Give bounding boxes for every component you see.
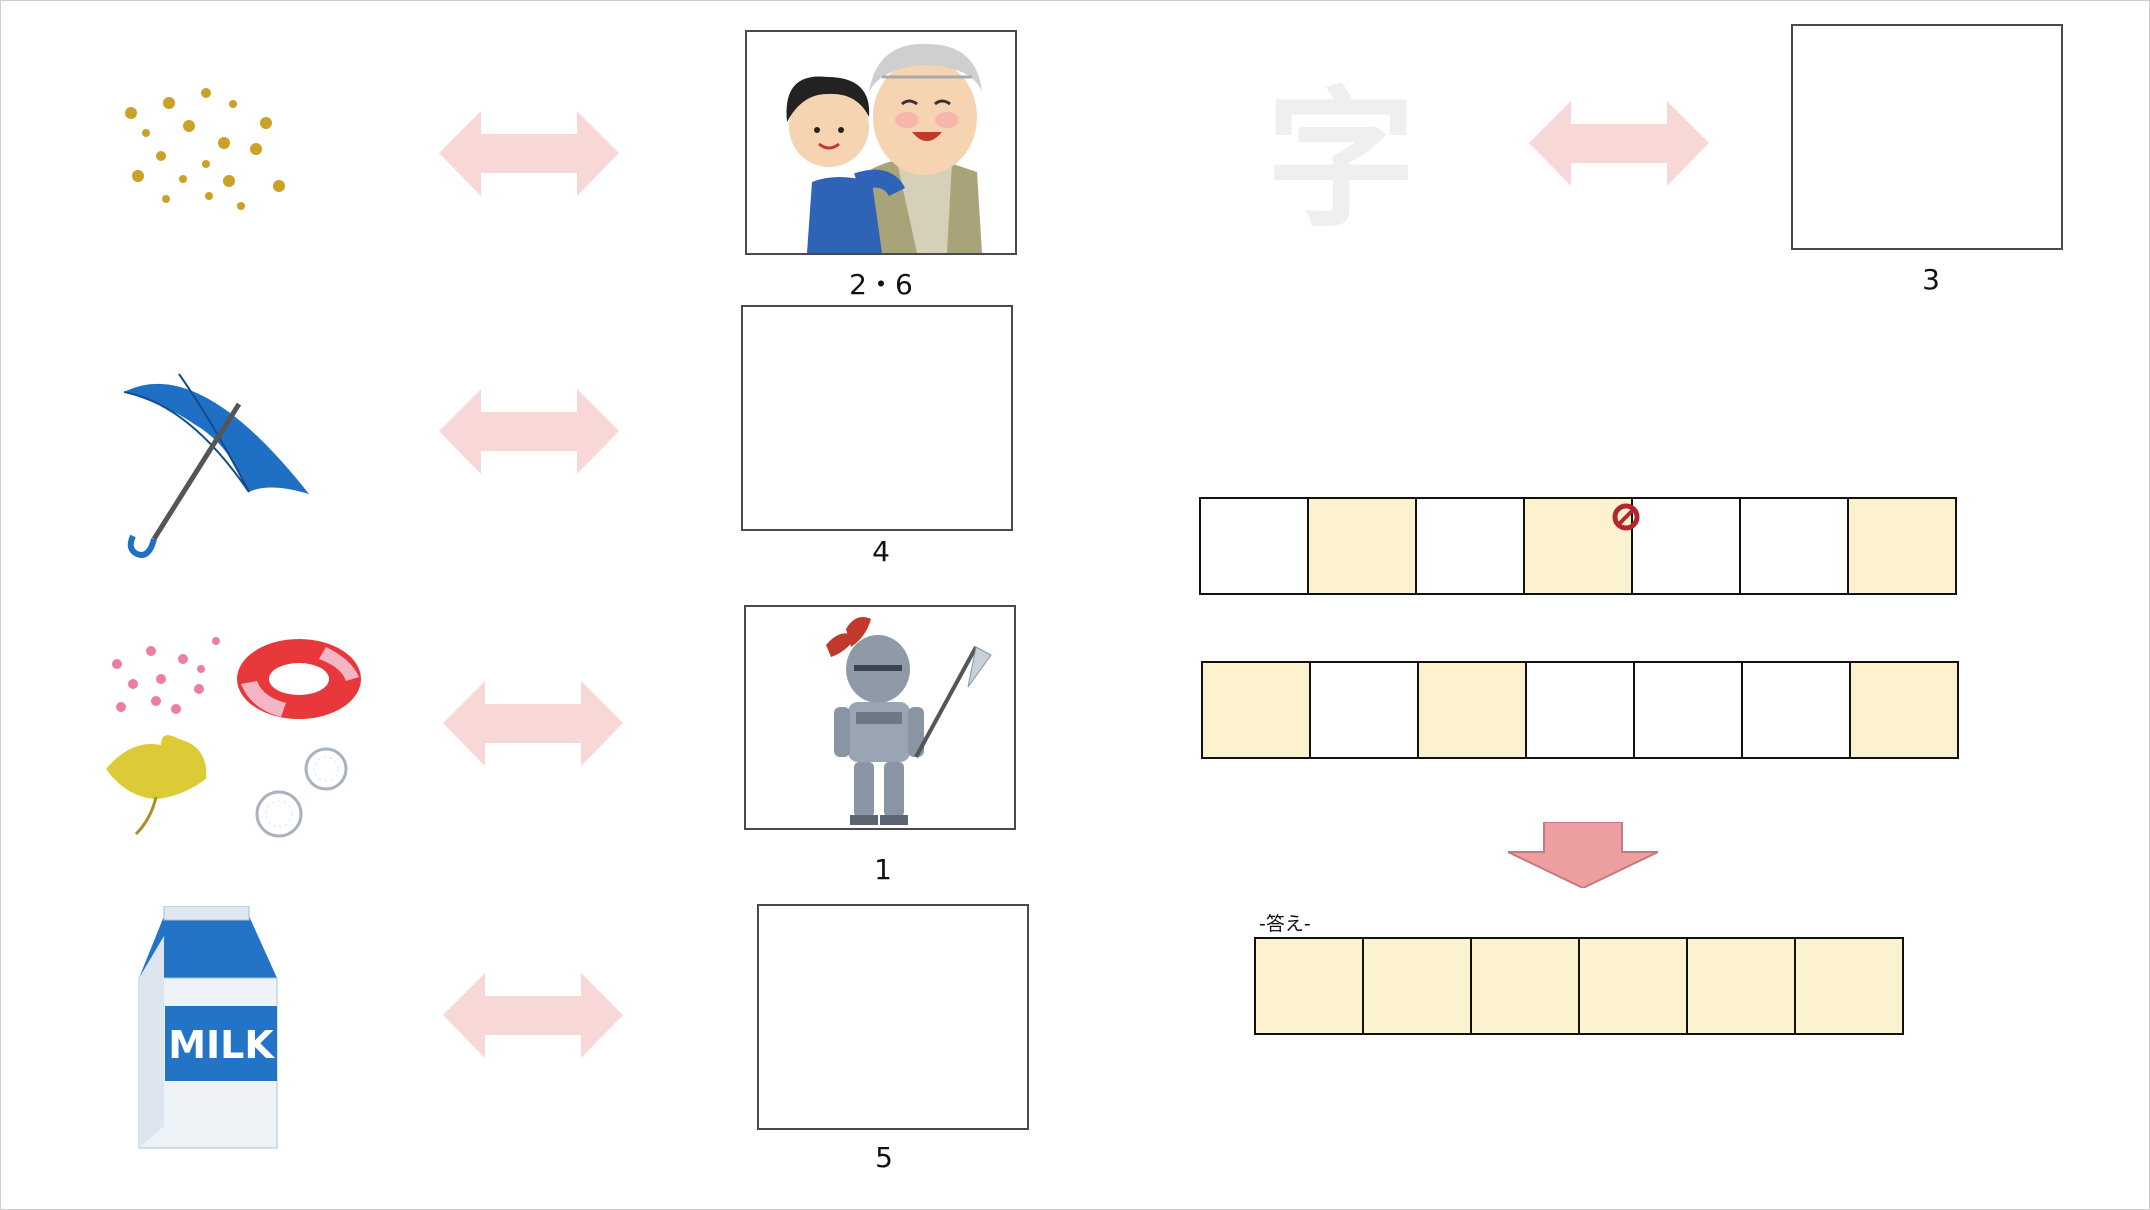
answer-cell[interactable] — [1686, 937, 1796, 1035]
seeds-image — [111, 76, 301, 216]
puzzle-cell[interactable] — [1741, 661, 1851, 759]
answer-cell[interactable] — [1470, 937, 1580, 1035]
puzzle-cell[interactable] — [1309, 661, 1419, 759]
puzzle-cell[interactable] — [1417, 661, 1527, 759]
puzzle-cell[interactable] — [1847, 497, 1957, 595]
puzzle-cell[interactable] — [1631, 497, 1741, 595]
image-frame-empty-5 — [757, 904, 1029, 1130]
kanji-watermark: 字 — [1266, 72, 1417, 248]
frame-caption-3: 1 — [874, 853, 892, 886]
puzzle-cell[interactable] — [1633, 661, 1743, 759]
frame-caption-2: 4 — [872, 535, 890, 568]
double-arrow-icon — [439, 111, 619, 200]
image-frame-empty-4 — [741, 305, 1013, 531]
answer-cell[interactable] — [1254, 937, 1364, 1035]
seasonal-items-image — [101, 629, 371, 844]
puzzle-cell[interactable] — [1201, 661, 1311, 759]
answer-cell[interactable] — [1794, 937, 1904, 1035]
frame-caption-1: 2・6 — [849, 268, 913, 301]
puzzle-row-2 — [1201, 661, 1959, 759]
answer-row — [1254, 937, 1904, 1035]
puzzle-cell[interactable] — [1849, 661, 1959, 759]
answer-cell[interactable] — [1362, 937, 1472, 1035]
puzzle-cell[interactable] — [1739, 497, 1849, 595]
milk-label: MILK — [168, 1023, 275, 1067]
puzzle-cell[interactable] — [1415, 497, 1525, 595]
frame-caption-4: 5 — [875, 1141, 893, 1174]
double-arrow-icon — [1529, 101, 1709, 190]
puzzle-cell[interactable] — [1307, 497, 1417, 595]
image-frame-knight — [744, 605, 1016, 830]
frame-caption-5: 3 — [1922, 263, 1940, 296]
puzzle-cell[interactable] — [1525, 661, 1635, 759]
double-arrow-icon — [443, 973, 623, 1062]
puzzle-row-1 — [1199, 497, 1957, 595]
no-entry-icon — [1611, 502, 1641, 532]
image-frame-grandpa — [745, 30, 1017, 255]
puzzle-cell[interactable] — [1199, 497, 1309, 595]
milk-carton-image: MILK — [129, 905, 289, 1156]
answer-label: -答え- — [1259, 913, 1311, 935]
double-arrow-icon — [443, 681, 623, 770]
image-frame-empty-3 — [1791, 24, 2063, 250]
umbrella-image — [119, 364, 319, 564]
down-arrow-icon — [1507, 821, 1659, 892]
answer-cell[interactable] — [1578, 937, 1688, 1035]
double-arrow-icon — [439, 389, 619, 478]
